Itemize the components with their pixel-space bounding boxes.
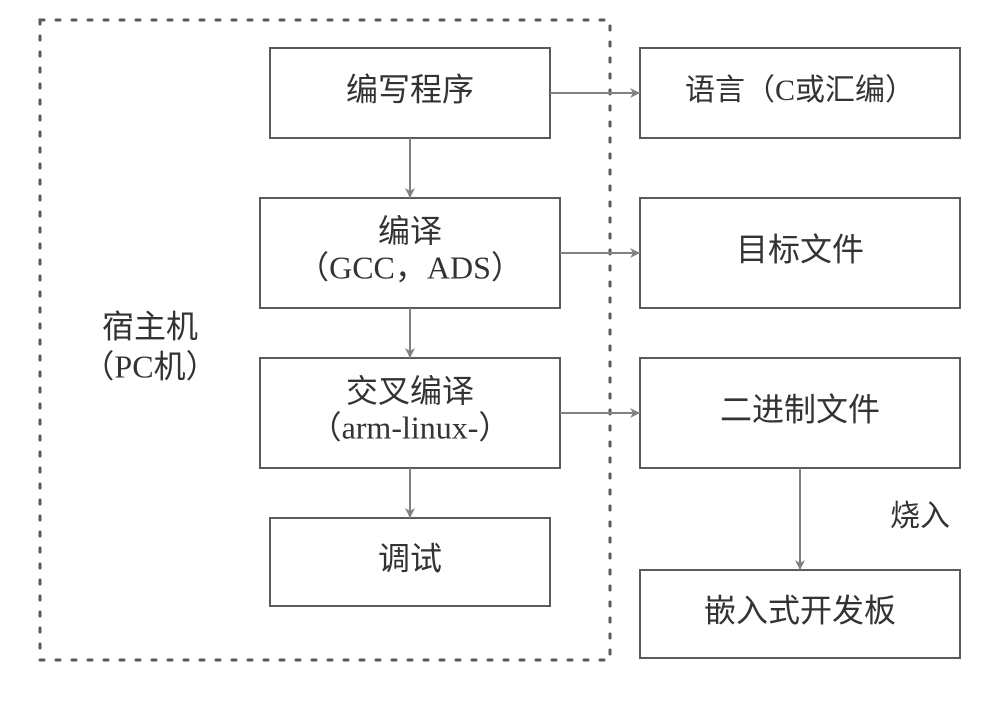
node-n3-label-0: 交叉编译 bbox=[346, 373, 474, 409]
node-r1-label-0: 语言（C或汇编） bbox=[685, 74, 915, 107]
host-label-line2: （PC机） bbox=[82, 348, 217, 384]
node-r4-label-0: 嵌入式开发板 bbox=[704, 592, 896, 628]
node-n3-label-1: （arm-linux-） bbox=[310, 410, 511, 446]
node-n4-label-0: 调试 bbox=[378, 540, 442, 576]
node-n2-label-0: 编译 bbox=[378, 213, 442, 249]
node-r3-label-0: 二进制文件 bbox=[720, 391, 880, 427]
flash-label: 烧入 bbox=[890, 500, 950, 533]
node-r2-label-0: 目标文件 bbox=[736, 231, 864, 267]
node-n2-label-1: （GCC，ADS） bbox=[297, 250, 523, 286]
host-label-line1: 宿主机 bbox=[102, 308, 198, 344]
node-n1-label-0: 编写程序 bbox=[346, 71, 474, 107]
flowchart-canvas: 宿主机 （PC机） 编写程序编译（GCC，ADS） 交叉编译（arm-linux-） 调… bbox=[0, 0, 1000, 704]
